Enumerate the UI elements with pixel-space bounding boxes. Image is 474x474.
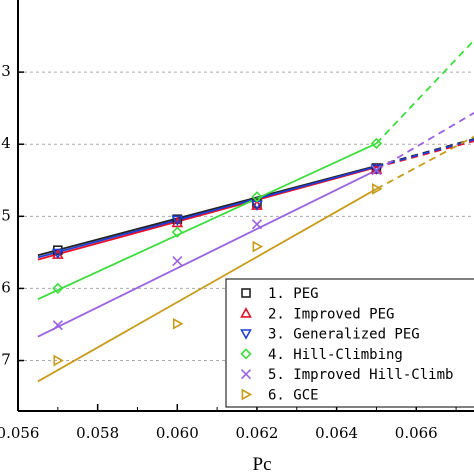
series-markers xyxy=(51,137,383,367)
y-tick-label: 7 xyxy=(1,351,11,369)
x-tick-label: 0.058 xyxy=(76,424,119,442)
series-lines xyxy=(37,39,474,383)
series-fit-line xyxy=(37,165,377,259)
data-point-stroke xyxy=(52,320,63,331)
data-point xyxy=(171,215,184,227)
y-tick-label: 5 xyxy=(1,206,11,224)
legend-entry: 2. Improved PEG xyxy=(268,306,394,322)
series-fit-line xyxy=(37,166,377,261)
x-tick-label: 0.062 xyxy=(235,424,278,442)
data-point xyxy=(240,307,252,318)
legend-entry: 6. GCE xyxy=(268,388,319,404)
data-point xyxy=(240,348,252,360)
data-point xyxy=(370,164,383,175)
x-tick-label: 0.060 xyxy=(156,424,199,442)
x-tick-label: 0.064 xyxy=(315,424,358,442)
series-extrapolation-line xyxy=(376,135,474,190)
series-fit-line xyxy=(37,142,377,301)
y-tick-label: 6 xyxy=(1,278,11,296)
legend: 1. PEG 2. Improved PEG 3. Generalized PEG 4… xyxy=(225,278,474,408)
data-point xyxy=(52,320,63,331)
data-point xyxy=(52,282,64,295)
data-point xyxy=(172,255,183,267)
series-fit-line xyxy=(37,164,377,257)
data-point xyxy=(372,183,383,195)
series-fit-line xyxy=(37,188,377,383)
x-tick-label: 0.066 xyxy=(395,424,438,442)
data-point xyxy=(240,329,252,340)
data-point xyxy=(370,137,383,150)
y-tick-label: 4 xyxy=(1,134,11,152)
legend-entry: 3. Generalized PEG xyxy=(268,327,420,343)
data-point-stroke xyxy=(240,369,252,380)
legend-entry: 5. Improved Hill-Climb xyxy=(268,367,453,383)
data-point xyxy=(241,288,251,298)
data-point xyxy=(240,369,252,380)
data-point xyxy=(51,248,64,260)
data-point xyxy=(241,388,253,401)
x-axis-title: Pc xyxy=(253,454,272,474)
data-point xyxy=(252,240,264,253)
data-point-stroke xyxy=(172,255,183,267)
data-point xyxy=(371,165,382,176)
legend-entry: 1. PEG xyxy=(268,286,319,302)
data-point xyxy=(172,317,184,330)
legend-entry: 4. Hill-Climbing xyxy=(268,347,403,363)
data-point xyxy=(53,354,64,367)
data-point xyxy=(171,216,184,228)
legend-box xyxy=(225,278,474,408)
y-tick-label: 3 xyxy=(1,62,11,80)
series-extrapolation-line xyxy=(375,39,474,145)
series-fit-line xyxy=(37,169,377,338)
data-point-stroke xyxy=(251,219,263,230)
series-extrapolation-line xyxy=(375,111,474,171)
series-extrapolation-line xyxy=(376,138,474,168)
data-point xyxy=(171,226,183,238)
x-tick-label: 0.056 xyxy=(0,424,39,442)
data-point xyxy=(251,191,263,203)
data-point xyxy=(251,219,263,230)
data-point-stroke xyxy=(371,165,382,176)
